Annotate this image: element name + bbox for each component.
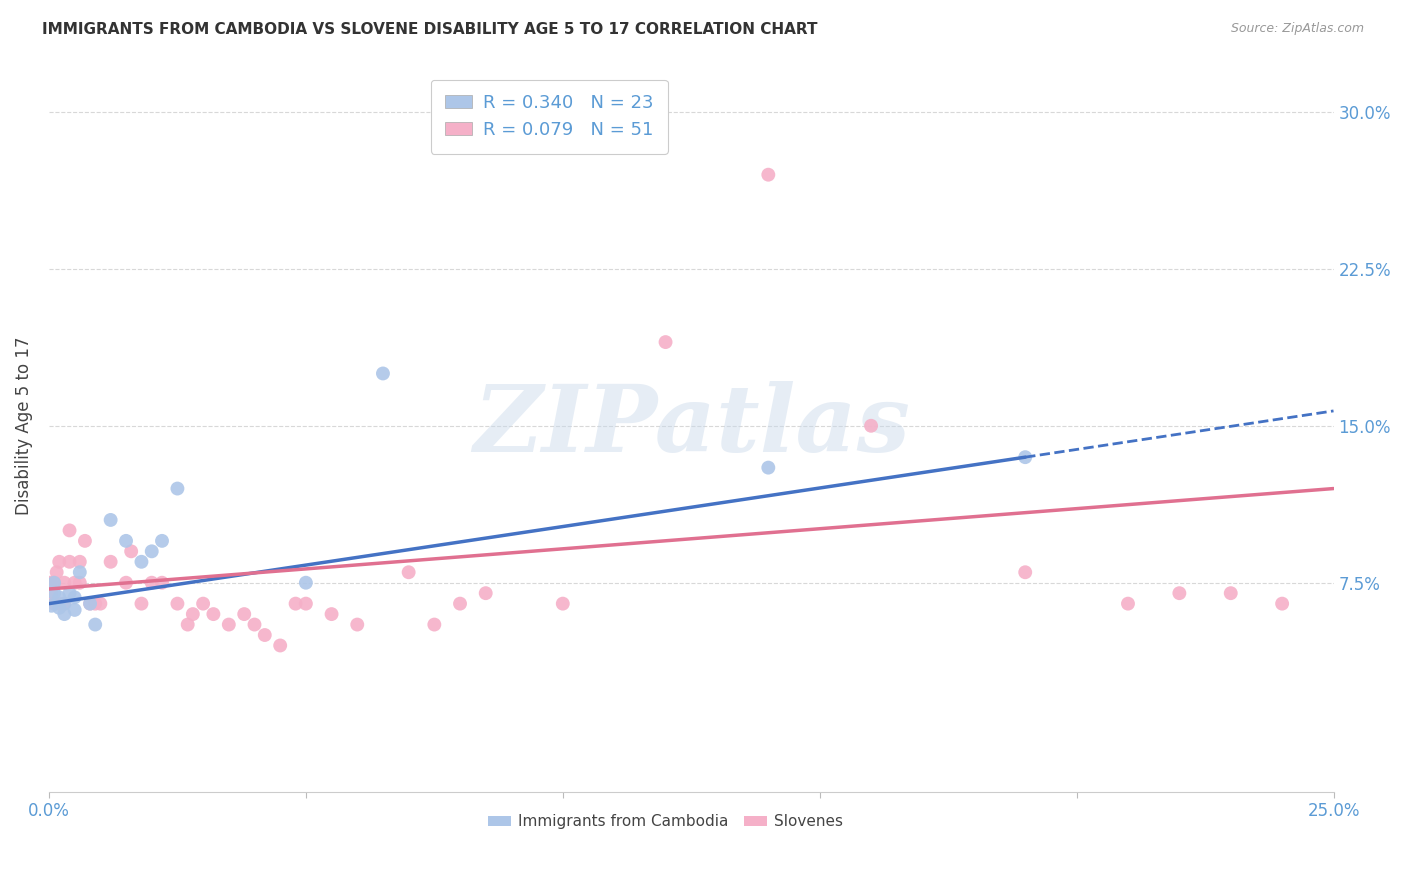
Text: ZIPatlas: ZIPatlas: [472, 381, 910, 471]
Point: [69, 575, 91, 590]
Text: IMMIGRANTS FROM CAMBODIA VS SLOVENE DISABILITY AGE 5 TO 17 CORRELATION CHART: IMMIGRANTS FROM CAMBODIA VS SLOVENE DISA…: [42, 22, 818, 37]
Point: [45, 566, 67, 580]
Point: [551, 597, 574, 611]
Point: [100, 513, 122, 527]
Point: [150, 533, 173, 548]
Point: [253, 628, 276, 642]
Point: [41, 586, 63, 600]
Point: [756, 168, 779, 182]
Point: [48, 591, 70, 605]
Point: [89, 597, 111, 611]
Point: [42, 597, 65, 611]
Point: [860, 418, 883, 433]
Point: [269, 639, 291, 653]
Point: [150, 575, 173, 590]
Point: [58, 555, 80, 569]
Point: [53, 597, 76, 611]
Point: [1014, 566, 1036, 580]
Point: [53, 597, 76, 611]
Point: [321, 607, 343, 621]
Point: [1219, 586, 1241, 600]
Point: [115, 575, 138, 590]
Point: [79, 597, 101, 611]
Point: [73, 533, 96, 548]
Point: [58, 586, 80, 600]
Legend: Immigrants from Cambodia, Slovenes: Immigrants from Cambodia, Slovenes: [482, 808, 849, 836]
Point: [48, 597, 70, 611]
Point: [474, 586, 496, 600]
Point: [756, 460, 779, 475]
Point: [100, 555, 122, 569]
Point: [58, 524, 80, 538]
Point: [166, 482, 188, 496]
Point: [654, 334, 676, 349]
Point: [181, 607, 204, 621]
Point: [39, 575, 62, 590]
Point: [202, 607, 225, 621]
Point: [141, 544, 163, 558]
Point: [423, 617, 446, 632]
Point: [1168, 586, 1191, 600]
Point: [1116, 597, 1139, 611]
Point: [243, 617, 266, 632]
Point: [69, 555, 91, 569]
Y-axis label: Disability Age 5 to 17: Disability Age 5 to 17: [15, 336, 32, 515]
Point: [48, 555, 70, 569]
Point: [115, 533, 138, 548]
Point: [1271, 597, 1294, 611]
Point: [53, 607, 76, 621]
Point: [41, 599, 63, 613]
Point: [449, 597, 471, 611]
Point: [131, 597, 153, 611]
Point: [131, 555, 153, 569]
Point: [84, 617, 107, 632]
Point: [63, 575, 86, 590]
Point: [177, 617, 200, 632]
Point: [346, 617, 368, 632]
Point: [42, 575, 65, 590]
Text: Source: ZipAtlas.com: Source: ZipAtlas.com: [1230, 22, 1364, 36]
Point: [63, 591, 86, 605]
Point: [120, 544, 142, 558]
Point: [69, 566, 91, 580]
Point: [398, 566, 420, 580]
Point: [63, 603, 86, 617]
Point: [233, 607, 256, 621]
Point: [53, 575, 76, 590]
Point: [48, 600, 70, 615]
Point: [1014, 450, 1036, 465]
Point: [284, 597, 307, 611]
Point: [84, 597, 107, 611]
Point: [218, 617, 240, 632]
Point: [166, 597, 188, 611]
Point: [371, 367, 394, 381]
Point: [295, 597, 318, 611]
Point: [79, 597, 101, 611]
Point: [141, 575, 163, 590]
Point: [191, 597, 214, 611]
Point: [295, 575, 318, 590]
Point: [42, 575, 65, 590]
Point: [42, 586, 65, 600]
